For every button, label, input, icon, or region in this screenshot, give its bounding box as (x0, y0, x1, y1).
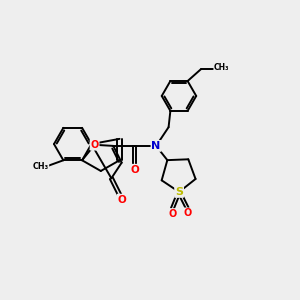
Text: O: O (183, 208, 191, 218)
Text: O: O (91, 140, 99, 150)
Text: CH₃: CH₃ (32, 162, 49, 171)
Text: O: O (130, 165, 139, 175)
Text: O: O (168, 209, 177, 219)
Text: O: O (118, 194, 126, 205)
Text: CH₃: CH₃ (214, 63, 230, 72)
Text: N: N (152, 141, 161, 151)
Text: S: S (175, 187, 183, 197)
